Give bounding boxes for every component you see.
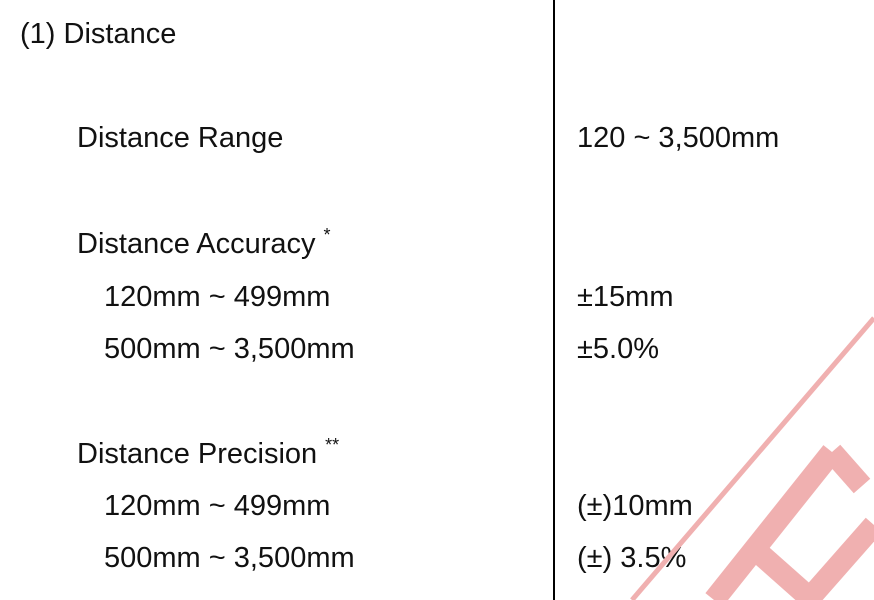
accuracy-row-1-value: ±15mm [577, 281, 674, 313]
watermark-letter-stroke-1 [823, 444, 871, 494]
distance-range-label: Distance Range [77, 122, 284, 154]
distance-precision-heading: Distance Precision ** [77, 435, 340, 474]
watermark-letter-stroke-4 [799, 517, 874, 600]
distance-accuracy-heading: Distance Accuracy * [77, 225, 331, 264]
distance-precision-label: Distance Precision [77, 438, 318, 470]
section-heading: (1) Distance [20, 18, 177, 50]
accuracy-row-1-range: 120mm ~ 499mm [104, 281, 331, 313]
accuracy-footnote-mark: * [323, 225, 331, 245]
accuracy-row-2-value: ±5.0% [577, 333, 660, 365]
precision-footnote-mark: ** [325, 435, 340, 455]
precision-row-1-value: (±)10mm [577, 490, 693, 522]
precision-row-2-range: 500mm ~ 3,500mm [104, 542, 355, 574]
watermark-letter-stroke-3 [742, 536, 820, 600]
accuracy-row-2-range: 500mm ~ 3,500mm [104, 333, 355, 365]
distance-range-value: 120 ~ 3,500mm [577, 122, 780, 154]
precision-row-1-range: 120mm ~ 499mm [104, 490, 331, 522]
distance-accuracy-label: Distance Accuracy [77, 228, 316, 260]
watermark-letter-stroke-2 [705, 445, 841, 600]
precision-row-2-value: (±) 3.5% [577, 542, 687, 574]
column-divider [553, 0, 555, 600]
